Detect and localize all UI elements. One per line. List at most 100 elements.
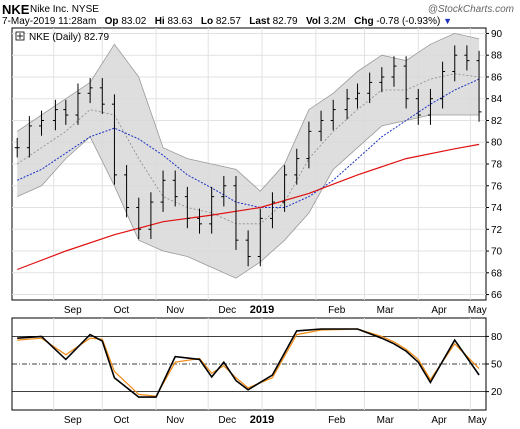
price-bar (209, 186, 215, 234)
price-bar (269, 192, 275, 229)
osc-d-line (17, 328, 480, 397)
price-bar (39, 110, 45, 136)
price-bar (124, 165, 130, 218)
price-bar (257, 208, 263, 267)
price-bar (318, 110, 324, 142)
volume-value: 3.2M (323, 16, 346, 27)
osc-x-tick-label: Sep (64, 415, 82, 426)
price-bar (440, 61, 446, 109)
osc-x-tick-label: Dec (218, 415, 236, 426)
down-arrow-icon: ▼ (443, 16, 452, 26)
low-value: 82.57 (215, 16, 241, 27)
price-y-tick-label: 76 (491, 181, 503, 192)
price-y-tick-label: 66 (491, 290, 503, 301)
osc-k-line (17, 328, 480, 398)
price-bar (52, 99, 58, 131)
chart-legend: NKE (Daily) 82.79 (15, 31, 109, 43)
price-bar (391, 56, 397, 87)
price-bar (136, 197, 142, 240)
price-bar (87, 78, 93, 104)
ticker-symbol: NKE (2, 2, 30, 17)
price-bar (294, 148, 300, 185)
volume-label: Vol (305, 16, 321, 27)
price-bar (427, 88, 433, 125)
last-label: Last (249, 16, 270, 27)
price-y-tick-label: 82 (491, 116, 503, 127)
low-label: Lo (200, 16, 214, 27)
osc-y-tick-label: 20 (491, 387, 503, 398)
price-bar (26, 116, 32, 158)
price-bar (184, 186, 190, 229)
price-y-tick-label: 70 (491, 247, 503, 258)
osc-x-tick-label: May (468, 415, 487, 426)
company-name: Nike Inc. NYSE (30, 4, 99, 15)
price-bar (99, 78, 105, 114)
price-bar (452, 45, 458, 82)
change-value: -0.78 (-0.93%) (376, 16, 441, 27)
exchange-label: NYSE (71, 4, 99, 15)
price-bar (148, 192, 154, 240)
price-y-tick-label: 74 (491, 203, 503, 214)
price-bar (403, 56, 409, 109)
ma50-line (16, 78, 480, 208)
price-x-tick-label: May (468, 305, 487, 316)
price-bar (344, 88, 350, 120)
price-bar (415, 88, 421, 125)
price-y-tick-label: 80 (491, 138, 503, 149)
price-bar (330, 99, 336, 131)
price-bar (75, 83, 81, 125)
price-x-tick-label: Sep (64, 305, 82, 316)
price-y-tick-label: 88 (491, 51, 503, 62)
price-bar (221, 175, 227, 207)
price-bar (197, 208, 203, 234)
price-x-tick-label: Dec (218, 305, 236, 316)
osc-x-tick-label: Apr (431, 415, 447, 426)
price-bar (111, 94, 117, 185)
price-y-tick-label: 72 (491, 225, 503, 236)
price-bar (282, 165, 288, 212)
price-bar (160, 170, 166, 212)
open-value: 83.02 (121, 16, 147, 27)
upper-band-line (16, 32, 480, 192)
osc-x-tick-label: 2019 (250, 414, 274, 426)
ma200-line (16, 143, 480, 271)
osc-x-tick-label: Nov (166, 415, 184, 426)
change-label: Chg (354, 16, 374, 27)
price-x-tick-label: Oct (114, 305, 130, 316)
price-x-tick-label: Feb (328, 305, 346, 316)
legend-text: NKE (Daily) 82.79 (29, 32, 109, 43)
open-label: Op (104, 16, 119, 27)
price-bar (464, 45, 470, 71)
price-y-tick-label: 68 (491, 268, 503, 279)
price-y-tick-label: 84 (491, 94, 503, 105)
osc-y-tick-label: 80 (491, 332, 503, 343)
osc-y-tick-label: 50 (491, 360, 503, 371)
high-value: 83.63 (167, 16, 193, 27)
price-y-tick-label: 86 (491, 72, 503, 83)
osc-x-tick-label: Mar (377, 415, 395, 426)
price-bar (476, 50, 482, 122)
price-bar (367, 72, 373, 104)
price-x-tick-label: Mar (377, 305, 395, 316)
copyright-label: @StockCharts.com (427, 4, 514, 15)
price-bar (245, 230, 251, 267)
last-value: 82.79 (272, 16, 298, 27)
high-label: Hi (154, 16, 165, 27)
price-x-tick-label: 2019 (250, 304, 274, 316)
price-y-tick-label: 90 (491, 29, 503, 40)
osc-x-tick-label: Feb (328, 415, 346, 426)
price-bar (14, 137, 20, 158)
price-bar (233, 175, 239, 250)
price-bar (379, 67, 385, 93)
osc-x-tick-label: Oct (114, 415, 130, 426)
price-bar (63, 99, 69, 125)
company-label: Nike Inc. (30, 4, 69, 15)
lower-band-line (17, 114, 480, 279)
price-x-tick-label: Nov (166, 305, 184, 316)
price-bar (306, 121, 312, 169)
quote-datetime: 7-May-2019 11:28am (2, 16, 97, 27)
price-y-tick-label: 78 (491, 160, 503, 171)
price-bar (172, 170, 178, 207)
